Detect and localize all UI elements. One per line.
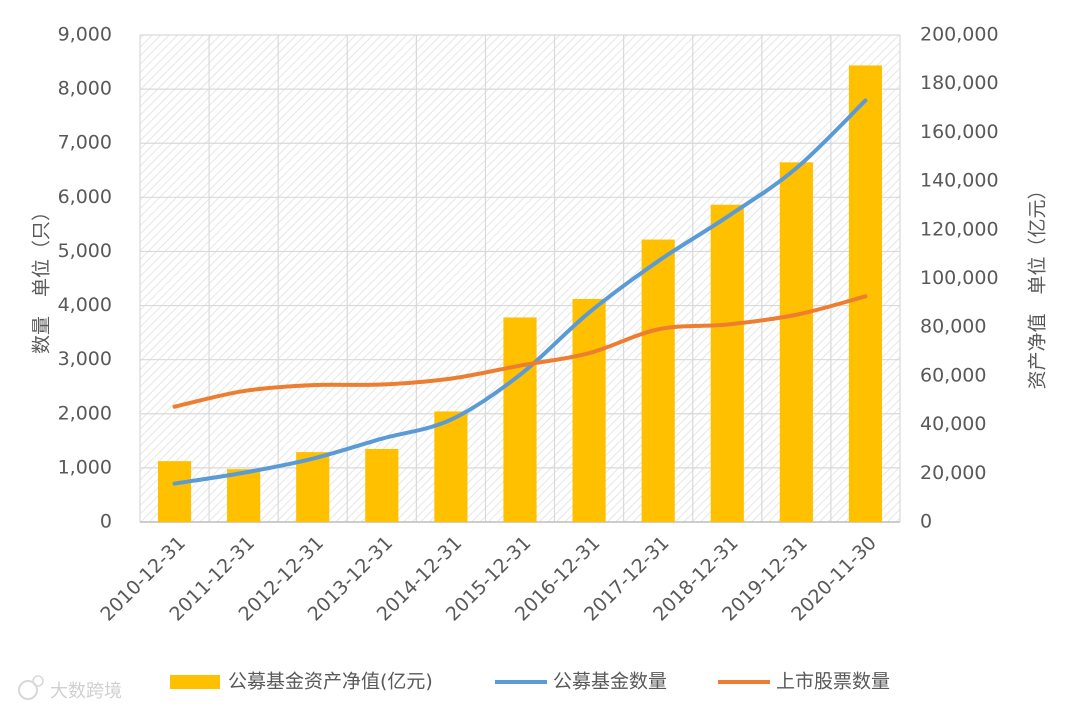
bar xyxy=(227,469,261,522)
right-axis-title: 资产净值 单位（亿元） xyxy=(1027,180,1049,389)
right-tick-label: 40,000 xyxy=(920,413,986,435)
legend-label: 上市股票数量 xyxy=(776,671,890,693)
left-tick-label: 2,000 xyxy=(58,402,112,424)
line-series xyxy=(172,98,868,486)
bar xyxy=(434,411,468,522)
left-tick-label: 9,000 xyxy=(58,24,112,46)
left-axis-title: 数量 单位（只） xyxy=(31,202,53,354)
right-tick-label: 60,000 xyxy=(920,364,986,386)
bar xyxy=(503,317,537,522)
gridlines xyxy=(139,34,901,523)
right-tick-label: 100,000 xyxy=(920,267,999,289)
right-tick-label: 140,000 xyxy=(920,170,999,192)
bar xyxy=(779,162,813,522)
right-axis-ticks: 0 20,000 40,000 60,000 80,000 100,000 120,000 1… xyxy=(920,24,999,533)
left-tick-label: 4,000 xyxy=(58,294,112,316)
weibo-icon xyxy=(18,675,44,700)
right-tick-label: 0 xyxy=(920,511,932,533)
x-axis-ticks: 2010-12-312011-12-312012-12-312013-12-31… xyxy=(96,532,881,626)
left-tick-label: 8,000 xyxy=(58,78,112,100)
bar xyxy=(641,239,675,523)
legend: 公募基金资产净值(亿元) 公募基金数量 上市股票数量 xyxy=(170,671,890,693)
left-tick-label: 0 xyxy=(100,511,112,533)
right-tick-label: 80,000 xyxy=(920,316,986,338)
left-tick-label: 7,000 xyxy=(58,132,112,154)
left-tick-label: 5,000 xyxy=(58,240,112,262)
right-tick-label: 160,000 xyxy=(920,121,999,143)
left-tick-label: 6,000 xyxy=(58,186,112,208)
legend-swatch xyxy=(170,675,220,689)
bar xyxy=(157,461,192,522)
left-axis-ticks: 0 1,000 2,000 3,000 4,000 5,000 6,000 7,000 8,00… xyxy=(58,24,112,533)
bar xyxy=(365,448,399,522)
bar xyxy=(296,452,330,522)
series-line xyxy=(172,98,868,486)
left-tick-label: 1,000 xyxy=(58,456,112,478)
bar xyxy=(710,204,744,523)
right-tick-label: 200,000 xyxy=(920,24,999,46)
right-tick-label: 120,000 xyxy=(920,218,999,240)
bar xyxy=(572,298,606,522)
legend-label: 公募基金资产净值(亿元) xyxy=(228,671,433,693)
watermark: 大数跨境 xyxy=(18,675,122,702)
bar xyxy=(848,65,883,522)
bar-series xyxy=(157,65,883,523)
right-tick-label: 180,000 xyxy=(920,72,999,94)
series-line xyxy=(172,294,868,409)
legend-label: 公募基金数量 xyxy=(553,671,667,693)
watermark-text: 大数跨境 xyxy=(50,681,122,702)
right-tick-label: 20,000 xyxy=(920,462,986,484)
left-tick-label: 3,000 xyxy=(58,348,112,370)
